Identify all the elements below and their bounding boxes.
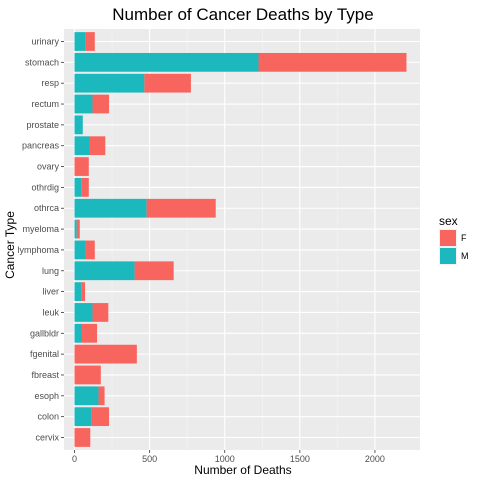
bar-resp-M bbox=[75, 74, 145, 93]
y-tick-label: ovary bbox=[37, 162, 60, 172]
bar-esoph-M bbox=[75, 386, 99, 405]
y-axis-title: Cancer Type bbox=[3, 211, 17, 279]
legend-title: sex bbox=[439, 214, 458, 228]
x-tick-label: 2000 bbox=[365, 454, 385, 464]
bar-urinary-F bbox=[86, 32, 95, 51]
bar-urinary-M bbox=[75, 32, 86, 51]
y-tick-label: liver bbox=[42, 287, 59, 297]
y-tick-label: resp bbox=[41, 78, 59, 88]
legend-swatch-M bbox=[440, 248, 456, 264]
bar-ovary-F bbox=[75, 157, 89, 176]
bar-liver-M bbox=[75, 282, 82, 301]
legend: sex FM bbox=[439, 214, 469, 265]
y-tick-label: leuk bbox=[42, 307, 59, 317]
legend-swatch-F bbox=[440, 230, 456, 246]
y-tick-label: stomach bbox=[25, 57, 59, 67]
bar-othrca-M bbox=[75, 199, 147, 218]
legend-label-M: M bbox=[461, 251, 469, 261]
bar-liver-F bbox=[81, 282, 85, 301]
bar-rectum-M bbox=[75, 95, 93, 114]
x-tick-label: 500 bbox=[142, 454, 157, 464]
y-tick-label: pancreas bbox=[22, 141, 60, 151]
bar-gallbldr-F bbox=[82, 324, 97, 343]
y-tick-label: fgenital bbox=[30, 349, 59, 359]
x-axis-title: Number of Deaths bbox=[194, 463, 291, 477]
y-tick-label: lymphoma bbox=[17, 245, 59, 255]
bar-myeloma-F bbox=[77, 220, 80, 239]
bar-lung-M bbox=[75, 261, 135, 280]
bar-pancreas-M bbox=[75, 136, 90, 155]
bar-cervix-F bbox=[75, 428, 91, 447]
bar-lung-F bbox=[135, 261, 174, 280]
bar-leuk-F bbox=[93, 303, 109, 322]
y-tick-label: lung bbox=[42, 266, 59, 276]
y-tick-label: fbreast bbox=[31, 370, 59, 380]
bar-lymphoma-M bbox=[75, 241, 86, 260]
bar-resp-F bbox=[144, 74, 191, 93]
y-tick-label: colon bbox=[37, 412, 59, 422]
bar-colon-M bbox=[75, 407, 92, 426]
bar-prostate-M bbox=[75, 115, 83, 134]
bar-myeloma-M bbox=[75, 220, 77, 239]
x-tick-label: 1500 bbox=[290, 454, 310, 464]
bar-gallbldr-M bbox=[75, 324, 83, 343]
x-tick-labels: 0 500 1000 1500 2000 bbox=[72, 450, 385, 464]
bar-rectum-F bbox=[93, 95, 110, 114]
bar-pancreas-F bbox=[90, 136, 106, 155]
bar-stomach-F bbox=[259, 53, 407, 72]
y-tick-labels: urinary stomach resp rectum prostate pancreas… bbox=[17, 37, 64, 443]
legend-label-F: F bbox=[461, 233, 467, 243]
y-tick-label: myeloma bbox=[22, 224, 59, 234]
y-tick-label: rectum bbox=[31, 99, 59, 109]
bar-stomach-M bbox=[75, 53, 259, 72]
y-tick-label: gallbldr bbox=[30, 328, 59, 338]
y-tick-label: othrdig bbox=[31, 182, 59, 192]
bar-lymphoma-F bbox=[85, 241, 95, 260]
bar-fgenital-F bbox=[75, 345, 137, 364]
y-tick-label: esoph bbox=[34, 391, 59, 401]
bar-othrdig-F bbox=[81, 178, 89, 197]
x-tick-label: 0 bbox=[72, 454, 77, 464]
bar-esoph-F bbox=[99, 386, 105, 405]
y-tick-label: cervix bbox=[35, 432, 59, 442]
y-tick-label: prostate bbox=[26, 120, 59, 130]
bar-leuk-M bbox=[75, 303, 93, 322]
bar-fbreast-F bbox=[75, 366, 101, 385]
bar-othrdig-M bbox=[75, 178, 82, 197]
bar-othrca-F bbox=[147, 199, 216, 218]
chart-title: Number of Cancer Deaths by Type bbox=[112, 5, 373, 24]
y-tick-label: urinary bbox=[31, 37, 59, 47]
y-tick-label: othrca bbox=[34, 203, 59, 213]
bar-colon-F bbox=[92, 407, 109, 426]
